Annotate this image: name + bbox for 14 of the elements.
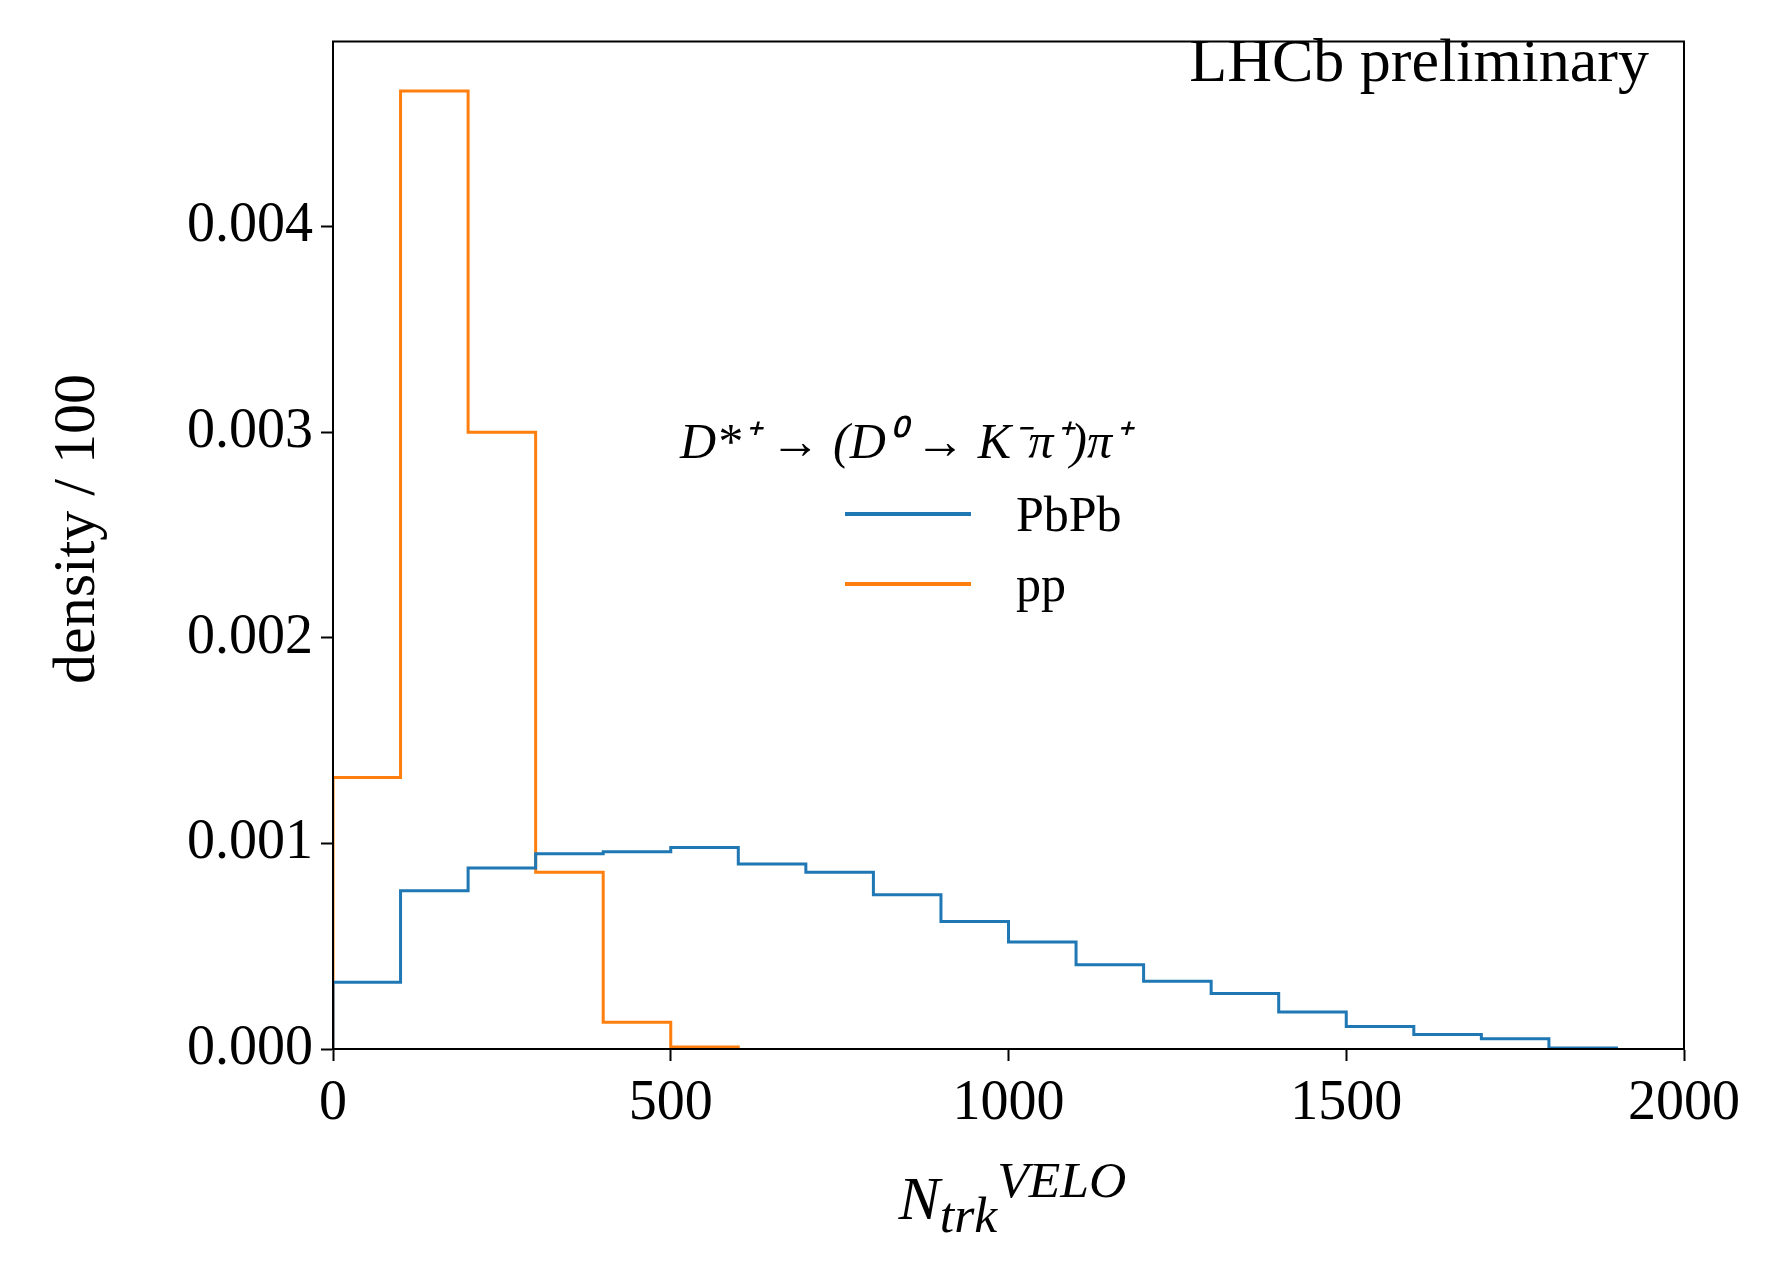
- y-tick-label: 0.002: [187, 602, 313, 665]
- y-tick-label: 0.004: [187, 191, 313, 254]
- y-tick-label: 0.000: [187, 1013, 313, 1076]
- x-tick-label: 1500: [1290, 1069, 1403, 1132]
- legend-label: PbPb: [1016, 485, 1122, 543]
- y-tick-label: 0.003: [187, 396, 313, 459]
- x-tick-label: 2000: [1628, 1069, 1740, 1132]
- x-tick-label: 500: [628, 1069, 713, 1132]
- y-tick-label: 0.001: [187, 808, 313, 871]
- y-axis-title: density / 100: [40, 374, 108, 684]
- legend-label: pp: [1016, 555, 1066, 613]
- x-tick-label: 0: [319, 1069, 347, 1132]
- x-tick-label: 1000: [952, 1069, 1065, 1132]
- annotation: LHCb preliminary: [1189, 25, 1649, 96]
